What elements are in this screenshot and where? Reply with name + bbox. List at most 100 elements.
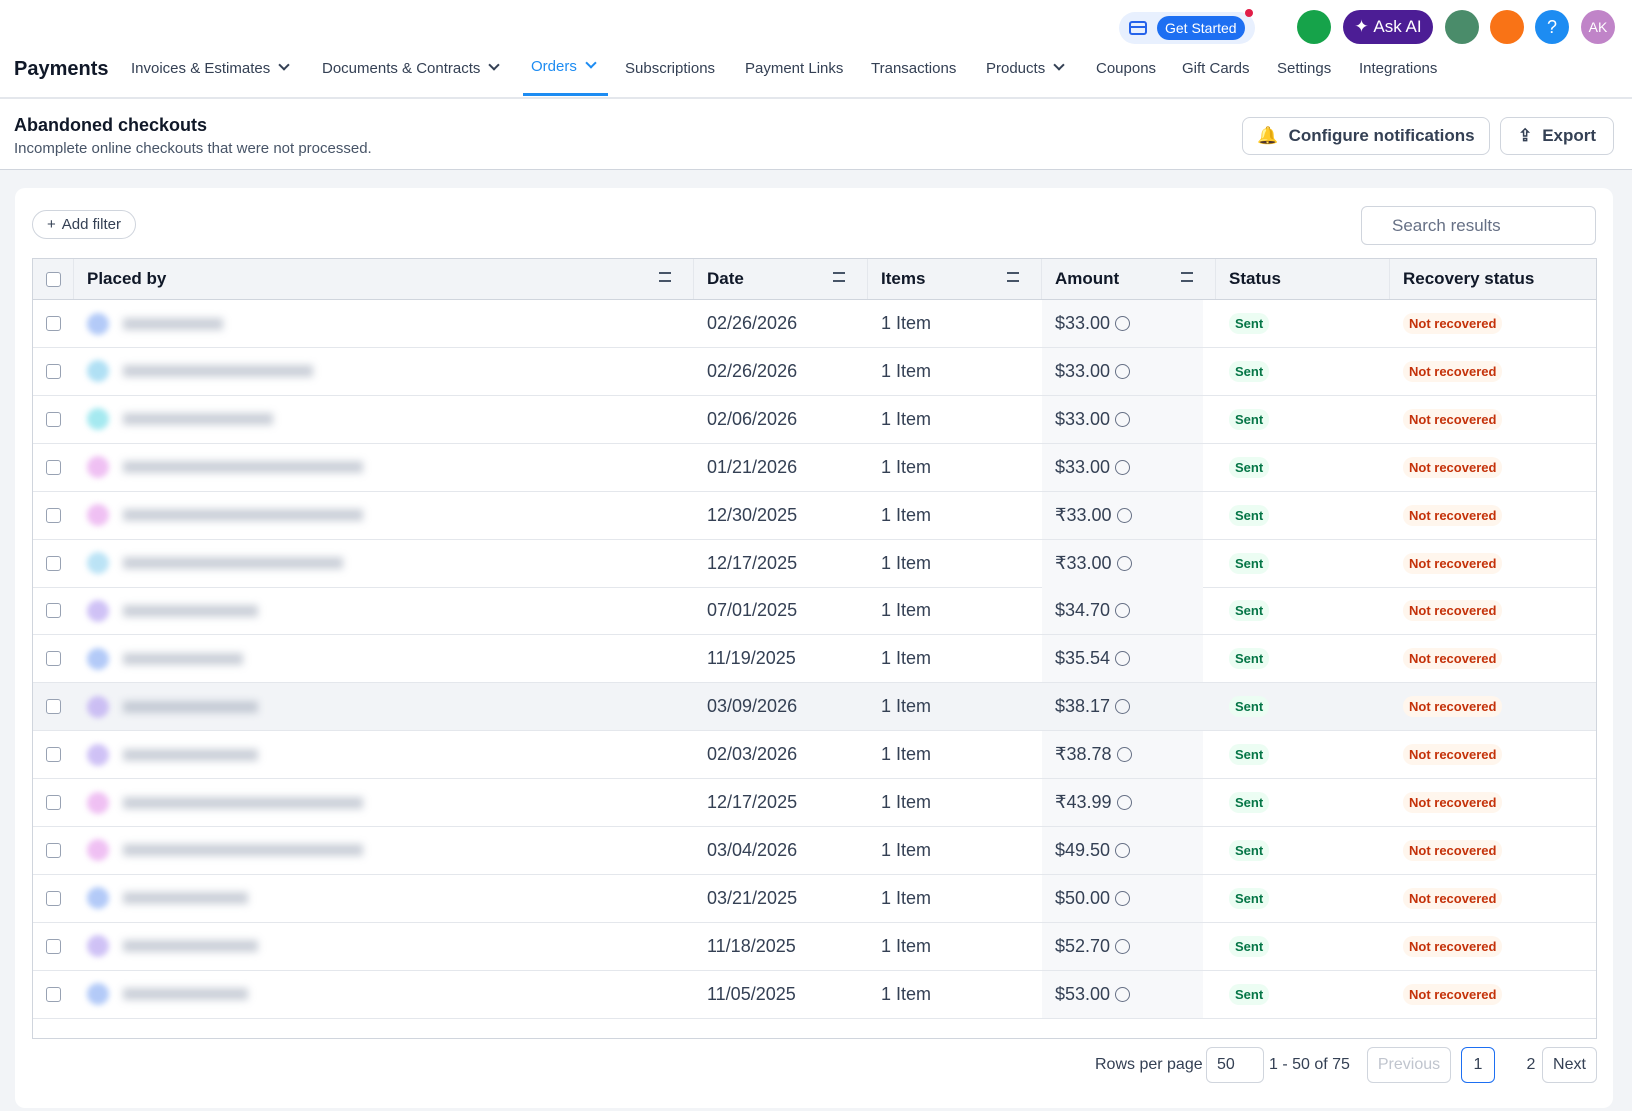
table-row[interactable]: 02/03/2026 1 Item ₹38.78 Sent Not recovered: [33, 731, 1596, 780]
rows-per-page[interactable]: 50: [1206, 1047, 1264, 1083]
table-row[interactable]: 11/05/2025 1 Item $53.00 Sent Not recovered: [33, 970, 1596, 1019]
previous[interactable]: Previous: [1367, 1047, 1451, 1083]
checkbox-cell: [33, 971, 74, 1018]
cell-text: 12/17/2025: [707, 552, 798, 573]
avatar[interactable]: AK: [1581, 10, 1615, 44]
table-row[interactable]: 02/06/2026 1 Item $33.00 Sent Not recovered: [33, 395, 1596, 444]
cell-text: ₹33.00: [1055, 504, 1112, 525]
info-icon[interactable]: [1115, 316, 1131, 331]
nav-item[interactable]: Integrations: [1359, 60, 1437, 77]
search[interactable]: Search results: [1361, 206, 1596, 245]
nav-label: Settings: [1277, 60, 1332, 77]
checkbox[interactable]: [46, 699, 61, 715]
nav-item[interactable]: Coupons: [1096, 60, 1156, 77]
checkbox[interactable]: [46, 316, 61, 331]
active-underline: [523, 93, 608, 96]
nav-item[interactable]: Orders: [531, 57, 597, 75]
info-icon[interactable]: [1115, 459, 1131, 475]
table-row[interactable]: 02/26/2026 1 Item $33.00 Sent Not recovered: [33, 347, 1596, 396]
cell: 12/30/2025: [707, 492, 868, 539]
table-row[interactable]: 02/26/2026 1 Item $33.00 Sent Not recovered: [33, 300, 1596, 348]
checkbox[interactable]: [46, 651, 61, 667]
info-icon[interactable]: [1116, 507, 1132, 523]
checkbox[interactable]: [45, 271, 61, 287]
info-icon[interactable]: [1115, 651, 1131, 667]
nav-item[interactable]: Invoices & Estimates: [131, 59, 290, 77]
nav-item[interactable]: Gift Cards: [1182, 60, 1250, 77]
status-pill: Sent: [1229, 648, 1270, 670]
cell-text: $33.00: [1055, 456, 1111, 477]
filter-icon[interactable]: [1181, 272, 1193, 282]
phone-button[interactable]: [1297, 10, 1331, 44]
table-row[interactable]: 01/21/2026 1 Item $33.00 Sent Not recovered: [33, 443, 1596, 492]
get-started[interactable]: Get Started: [1119, 12, 1255, 44]
table-row[interactable]: 03/09/2026 1 Item $38.17 Sent Not recovered: [33, 683, 1596, 732]
info-icon[interactable]: [1115, 363, 1131, 379]
checkbox[interactable]: [46, 603, 61, 619]
next[interactable]: Next: [1542, 1047, 1597, 1083]
export-button[interactable]: ⇪ Export: [1500, 117, 1614, 155]
nav-label: Documents & Contracts: [322, 60, 481, 77]
table-row[interactable]: 07/01/2025 1 Item $34.70 Sent Not recovered: [33, 587, 1596, 636]
info-icon[interactable]: [1115, 938, 1131, 954]
table-row[interactable]: 12/17/2025 1 Item ₹43.99 Sent Not recovered: [33, 779, 1596, 827]
status-pill: Sent: [1229, 600, 1270, 622]
chevron: [488, 59, 501, 71]
table-row[interactable]: 12/30/2025 1 Item ₹33.00 Sent Not recovered: [33, 491, 1596, 540]
info-icon[interactable]: [1116, 555, 1132, 571]
info-icon[interactable]: [1115, 842, 1131, 858]
status-pill: Sent: [1229, 504, 1270, 526]
info-icon[interactable]: [1115, 986, 1131, 1002]
info-icon[interactable]: [1115, 603, 1131, 619]
info-icon[interactable]: [1116, 795, 1132, 810]
info-icon[interactable]: [1116, 747, 1132, 763]
checkbox[interactable]: [46, 842, 61, 858]
cell-text: ₹38.78: [1055, 744, 1112, 765]
recovery-pill: Not recovered: [1403, 456, 1503, 478]
checkbox[interactable]: [46, 747, 61, 763]
table-row[interactable]: 03/04/2026 1 Item $49.50 Sent Not recovered: [33, 826, 1596, 875]
nav-item[interactable]: Settings: [1277, 60, 1331, 77]
cell: Sent: [1229, 348, 1390, 395]
table-row[interactable]: 12/17/2025 1 Item ₹33.00 Sent Not recovered: [33, 539, 1596, 588]
info-icon[interactable]: [1115, 411, 1131, 427]
page-2[interactable]: 2: [1526, 1056, 1536, 1073]
ask-ai[interactable]: ✦ Ask AI: [1343, 10, 1433, 44]
nav-item[interactable]: Transactions: [871, 60, 956, 77]
announce-button[interactable]: [1445, 10, 1479, 44]
info-icon[interactable]: [1115, 890, 1131, 906]
filter-icon[interactable]: [1007, 272, 1019, 282]
checkbox[interactable]: [46, 986, 61, 1002]
cell-text: 1 Item: [881, 600, 932, 621]
info-icon[interactable]: [1115, 699, 1131, 715]
checkbox[interactable]: [46, 555, 61, 571]
checkbox[interactable]: [46, 795, 61, 810]
cell-text: ₹43.99: [1055, 792, 1112, 812]
table-row[interactable]: 11/19/2025 1 Item $35.54 Sent Not recovered: [33, 635, 1596, 684]
recovery-pill: Not recovered: [1403, 744, 1503, 766]
page-1[interactable]: 1: [1461, 1047, 1495, 1083]
filter-icon[interactable]: [659, 272, 671, 282]
recovery-pill: Not recovered: [1403, 792, 1503, 813]
add-filter[interactable]: + Add filter: [32, 210, 136, 239]
table-row[interactable]: 03/21/2025 1 Item $50.00 Sent Not recovered: [33, 874, 1596, 923]
checkbox[interactable]: [46, 507, 61, 523]
nav-item[interactable]: Documents & Contracts: [322, 59, 501, 77]
checkbox[interactable]: [46, 363, 61, 379]
configure-button[interactable]: 🔔 Configure notifications: [1242, 117, 1490, 155]
app-title: Payments: [14, 58, 109, 80]
checkbox[interactable]: [46, 459, 61, 475]
checkbox-cell: [33, 635, 74, 682]
checkbox[interactable]: [46, 890, 61, 906]
nav-item[interactable]: Payment Links: [745, 60, 843, 77]
nav-item[interactable]: Products: [986, 59, 1065, 77]
checkbox[interactable]: [46, 411, 61, 427]
placed-by-cell: [87, 731, 417, 778]
help-button[interactable]: ?: [1535, 10, 1569, 44]
notifications-button[interactable]: [1490, 10, 1524, 44]
filter-icon[interactable]: [833, 272, 845, 282]
table-row[interactable]: 11/18/2025 1 Item $52.70 Sent Not recovered: [33, 922, 1596, 971]
cell-text: $33.00: [1055, 313, 1111, 333]
nav-item[interactable]: Subscriptions: [625, 60, 715, 77]
checkbox[interactable]: [46, 938, 61, 954]
